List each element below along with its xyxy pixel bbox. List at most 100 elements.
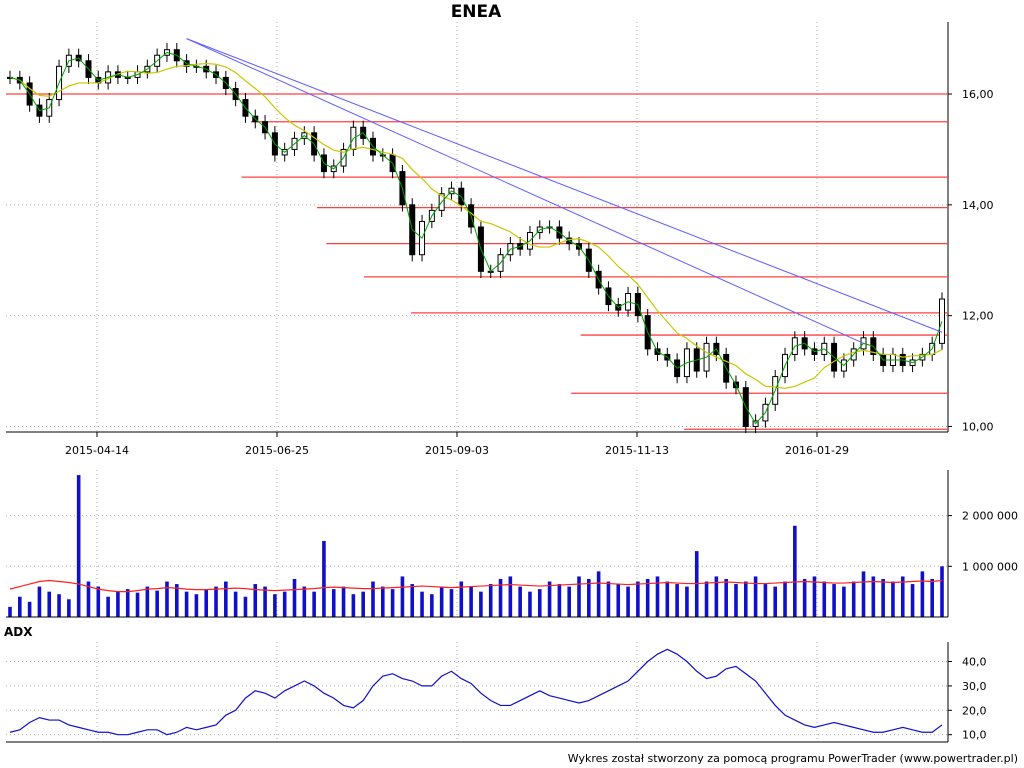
volume-bar: [273, 594, 277, 617]
chart-title: ENEA: [450, 2, 502, 22]
volume-bar: [940, 566, 944, 617]
volume-bar: [331, 589, 336, 617]
y-tick-label: 30,0: [962, 680, 987, 693]
volume-bar: [312, 591, 316, 617]
volume-bar: [655, 576, 660, 617]
volume-bar: [812, 576, 817, 617]
volume-bar: [145, 586, 150, 617]
y-tick-label: 20,0: [962, 704, 987, 717]
volume-bar: [508, 576, 513, 617]
volume-moving-average: [9, 579, 943, 593]
volume-bar: [67, 599, 71, 617]
volume-bar: [37, 586, 42, 617]
volume-bar: [292, 578, 297, 617]
volume-bar: [763, 584, 768, 617]
volume-panel: 2 000 000 1 000 000: [6, 470, 1018, 618]
volume-bar: [518, 586, 522, 617]
adx-panel-label: ADX: [4, 625, 33, 639]
volume-bar: [184, 591, 189, 617]
volume-bar: [851, 581, 856, 617]
footer-credit: Wykres został stworzony za pomocą progra…: [567, 752, 1018, 765]
y-tick-label: 1 000 000: [962, 560, 1018, 573]
volume-bar: [116, 591, 120, 617]
volume-bar: [665, 581, 670, 617]
volume-bar: [449, 589, 454, 617]
volume-bar: [410, 584, 415, 617]
volume-bar: [155, 590, 159, 617]
volume-bar: [743, 581, 748, 617]
volume-bar: [125, 589, 130, 617]
volume-bar: [793, 525, 797, 617]
volume-bar: [577, 576, 581, 617]
volume-bar: [165, 581, 169, 617]
volume-bar: [439, 586, 444, 617]
x-tick-label: 2016-01-29: [785, 444, 849, 457]
y-tick-label: 2 000 000: [962, 510, 1018, 523]
volume-bar: [567, 586, 571, 617]
volume-bar: [881, 578, 885, 617]
y-tick-label: 14,00: [962, 199, 994, 212]
volume-bar: [263, 586, 267, 617]
volume-bar: [135, 592, 140, 617]
volume-bar: [528, 591, 532, 617]
volume-bar: [626, 586, 630, 617]
volume-bar: [57, 594, 61, 617]
volume-bar: [861, 571, 866, 617]
volume-bar: [381, 586, 385, 617]
volume-bar: [341, 586, 346, 617]
volume-bar: [459, 581, 464, 617]
volume-bar: [636, 581, 640, 617]
volume-bar: [106, 596, 110, 617]
volume-bar: [253, 584, 258, 617]
volume-bar: [714, 576, 719, 617]
volume-bar: [224, 581, 228, 617]
volume-bar: [18, 596, 22, 617]
y-tick-label: 40,0: [962, 656, 987, 669]
volume-bar: [900, 576, 905, 617]
volume-bar: [390, 589, 395, 617]
y-tick-label: 16,00: [962, 88, 994, 101]
trendline-upper: [186, 38, 943, 333]
volume-bar: [479, 591, 483, 617]
volume-bar: [8, 606, 12, 617]
volume-bar: [753, 576, 758, 617]
price-panel: 2015-04-14 2015-06-25 2015-09-03 2015-11-13…: [6, 22, 994, 457]
volume-bar: [233, 591, 238, 617]
volume-bar: [802, 578, 807, 617]
y-tick-label: 10,0: [962, 729, 987, 742]
volume-bar: [910, 584, 915, 617]
volume-bar: [930, 578, 934, 617]
volume-bar: [400, 576, 405, 617]
volume-bar: [27, 601, 32, 617]
volume-bar: [86, 581, 91, 617]
volume-bar: [606, 581, 611, 617]
volume-bar: [724, 578, 728, 617]
volume-bar: [47, 591, 52, 617]
moving-average-short: [9, 51, 943, 425]
volume-bar: [420, 591, 424, 617]
volume-bar: [871, 576, 876, 617]
y-tick-label: 10,00: [962, 420, 994, 433]
volume-bar: [842, 586, 846, 617]
volume-bar: [704, 581, 709, 617]
volume-bar: [547, 581, 552, 617]
moving-average-long: [9, 62, 943, 389]
x-tick-label: 2015-11-13: [605, 444, 669, 457]
y-tick-label: 12,00: [962, 310, 994, 323]
adx-line: [9, 648, 943, 736]
volume-bar: [645, 578, 650, 617]
volume-bar: [920, 571, 925, 617]
volume-bar: [685, 586, 689, 617]
volume-bar: [734, 584, 738, 617]
volume-bar: [557, 584, 562, 617]
volume-bar: [204, 589, 209, 617]
volume-bar: [587, 578, 591, 617]
volume-bar: [96, 586, 101, 617]
volume-bar: [282, 591, 287, 617]
trendline-lower: [186, 38, 864, 344]
volume-bar: [371, 581, 375, 617]
volume-bar: [783, 581, 787, 617]
volume-bar: [469, 586, 473, 617]
volume-bar: [243, 596, 248, 617]
